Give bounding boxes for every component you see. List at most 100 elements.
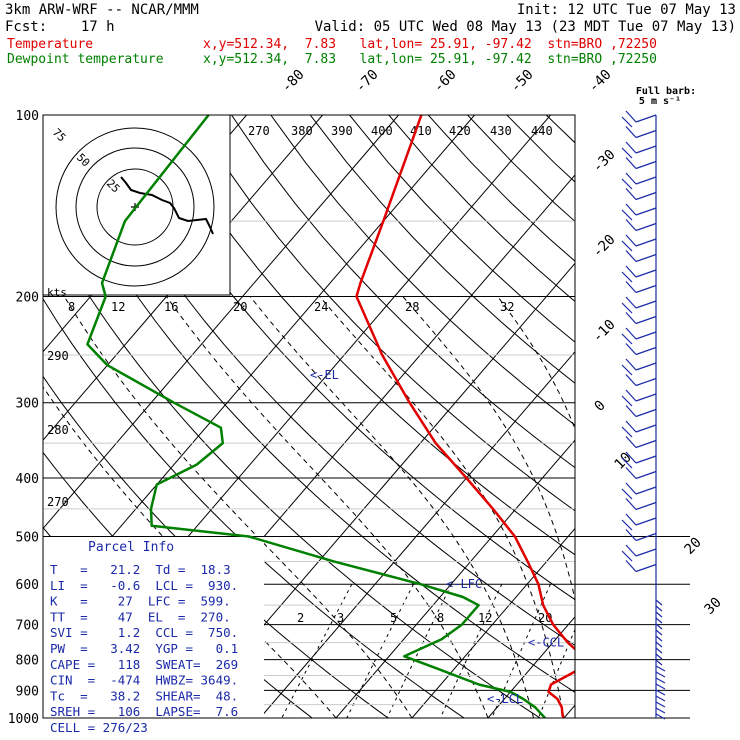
wind-barb-low	[655, 641, 663, 648]
parcel-info-row: LI = -0.6 LCL = 930.	[50, 578, 238, 593]
theta-label: 380	[291, 124, 313, 138]
parcel-info-title: Parcel Info	[88, 540, 174, 555]
isotherm-line	[487, 616, 575, 718]
isotherm-label: -30	[590, 147, 619, 176]
mixing-ratio-line	[651, 584, 700, 718]
pressure-tick-label: 300	[16, 397, 39, 412]
wind-barb-low	[655, 671, 666, 678]
pressure-tick-label: 100	[16, 109, 39, 124]
dry-adiabat	[704, 115, 740, 718]
wind-barb	[635, 424, 657, 433]
moist-adiabat	[402, 296, 575, 602]
pressure-tick-label: 400	[16, 472, 39, 487]
theta-label: 440	[531, 124, 553, 138]
wind-barb-feather	[621, 364, 633, 376]
wind-barb	[635, 362, 657, 371]
wind-barb-low	[655, 677, 666, 684]
wind-barb-low	[655, 623, 663, 630]
wind-barb-feather	[625, 281, 637, 293]
hodograph-unit-label: kts	[47, 286, 67, 299]
wind-barb	[635, 114, 657, 123]
isotherm-label: 20	[682, 535, 705, 558]
theta-label: 270	[248, 124, 270, 138]
isotherm-label: 10	[612, 450, 635, 473]
dry-adiabat	[586, 115, 740, 718]
parcel-info-background	[43, 537, 264, 718]
pressure-tick-label: 200	[16, 291, 39, 306]
wind-barb-feather	[625, 203, 637, 216]
parcel-info-row: K = 27 LFC = 599.	[50, 594, 231, 609]
wind-barb	[635, 439, 657, 449]
level-marker-lcl: <-LCL	[487, 692, 523, 706]
theta-label: 400	[371, 124, 393, 138]
wind-barb-feather	[625, 327, 637, 340]
wind-barb-low	[655, 683, 666, 690]
parcel-info-row: T = 21.2 Td = 18.3	[50, 562, 231, 577]
hodograph-ring-75	[55, 127, 215, 287]
dewpoint-line	[86, 115, 546, 718]
wind-barb-low	[655, 647, 663, 654]
wind-barb-low	[655, 653, 663, 660]
wind-barb-feather	[621, 488, 633, 500]
wind-barb-low	[655, 701, 666, 708]
wind-barb-feather	[621, 240, 633, 252]
isotherm-label: 30	[702, 595, 725, 618]
moist-adiabat	[594, 297, 656, 719]
pressure-tick-label: 600	[16, 578, 39, 593]
wind-barb	[635, 207, 657, 216]
isotherm-line	[563, 704, 575, 718]
pressure-tick-label: 900	[16, 684, 39, 699]
wind-barb-feather	[625, 141, 637, 154]
hodograph-trace	[120, 176, 214, 235]
isotherm-label: -80	[279, 67, 308, 96]
wind-barb-feather	[625, 234, 637, 247]
wind-barb-feather	[625, 312, 637, 324]
wind-barb-feather	[625, 172, 637, 185]
wind-barb	[635, 300, 657, 309]
wind-barb	[635, 346, 657, 356]
level-marker-ccl: <-CCL	[528, 636, 564, 650]
wind-barb	[635, 470, 657, 480]
mixing-ratio-line	[600, 584, 652, 718]
hodograph-speed-label: 24	[314, 300, 328, 314]
wind-barb-feather	[625, 250, 637, 262]
wind-barb-feather	[621, 426, 633, 438]
wind-key-line1: Full barb:	[636, 86, 696, 97]
dry-adiabat	[427, 115, 575, 262]
sounding-series	[86, 115, 575, 718]
wind-barb	[635, 222, 657, 232]
legend-dewpoint-label: Dewpoint temperature	[7, 52, 164, 67]
wind-barb-feather	[625, 482, 637, 495]
parcel-info-row: CIN = -474 HWBZ= 3649.	[50, 673, 238, 688]
pressure-tick-label: 700	[16, 619, 39, 634]
wind-barb-feather	[625, 560, 637, 572]
moist-adiabat	[677, 297, 692, 719]
wind-barb	[635, 160, 657, 170]
wind-barb	[635, 563, 657, 573]
isotherm-line	[43, 115, 399, 530]
parcel-info-row: SREH = 106 LAPSE= 7.6	[50, 704, 238, 719]
wind-barb-feather	[625, 374, 637, 386]
parcel-info-row: CELL = 276/23	[50, 720, 148, 735]
wind-barb-feather	[625, 358, 637, 371]
pressure-tick-label: 500	[16, 530, 39, 545]
parcel-info-row: PW = 3.42 YGP = 0.1	[50, 641, 238, 656]
adiabat-label: 290	[47, 349, 69, 363]
isotherm-line	[411, 527, 575, 718]
isotherm-label: -60	[431, 67, 460, 96]
legend-temperature-label: Temperature	[7, 37, 93, 52]
plot-frame	[42, 114, 576, 719]
parcel-info-row: Tc = 38.2 SHEAR= 48.	[50, 688, 238, 703]
wind-barb-feather	[621, 116, 633, 128]
level-marker-lfc: <-LFC	[446, 577, 482, 591]
isotherm-line	[259, 350, 575, 718]
wind-barb-feather	[621, 271, 633, 283]
adiabat-label: 270	[47, 495, 69, 509]
wind-barb-low	[655, 599, 663, 606]
wind-barb	[635, 129, 657, 139]
mixing-ratio-line	[281, 583, 353, 718]
valid-time: Valid: 05 UTC Wed 08 May 13 (23 MDT Tue …	[315, 19, 736, 35]
dry-adiabat	[309, 115, 575, 384]
wind-barb	[635, 315, 657, 325]
level-marker-el: <-EL	[310, 368, 339, 382]
